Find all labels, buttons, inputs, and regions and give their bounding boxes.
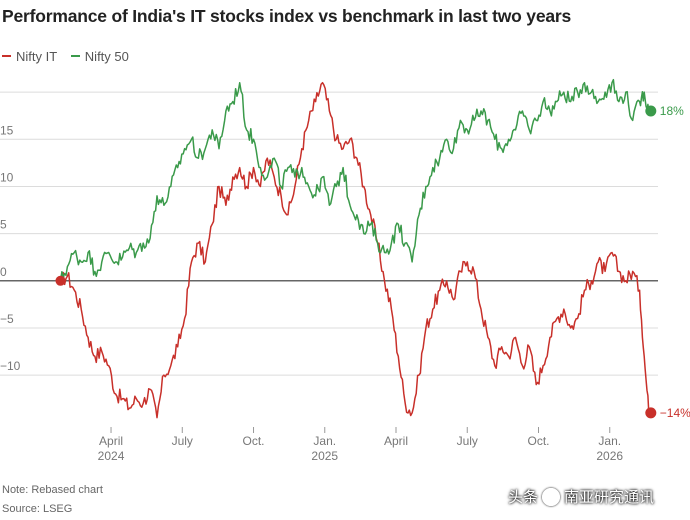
series-end-point [645, 407, 657, 419]
legend-label-nifty-it: Nifty IT [16, 48, 58, 64]
series-end-point [645, 105, 657, 117]
series-line-nifty-it [59, 81, 650, 419]
series-start-point [55, 275, 66, 286]
legend-entry-nifty-it: Nifty IT [2, 49, 57, 64]
series-line-nifty-50 [59, 78, 650, 281]
x-tick-year-label: 2025 [311, 449, 338, 463]
series-end-label: −14% [660, 406, 690, 420]
y-tick-label: 15 [0, 123, 14, 137]
x-tick-label: April [384, 434, 408, 448]
x-tick-label: Jan. [598, 434, 621, 448]
y-tick-label: −10 [0, 359, 21, 373]
watermark-logo-icon [542, 487, 561, 506]
series-end-label: 18% [660, 104, 684, 118]
source-note: Source: LSEG [2, 503, 73, 515]
x-tick-label: April [99, 434, 123, 448]
x-tick-year-label: 2024 [98, 449, 125, 463]
y-tick-label: −5 [0, 312, 14, 326]
chart-title: Performance of India's IT stocks index v… [2, 6, 572, 26]
y-tick-label: 5 [0, 218, 7, 232]
watermark: 头条 南亚研究通讯 [508, 486, 654, 507]
legend-swatch-nifty-50 [70, 55, 80, 57]
x-tick-label: Jan. [313, 434, 336, 448]
watermark-prefix: 头条 [508, 489, 539, 506]
x-tick-label: July [457, 434, 478, 448]
watermark-text: 南亚研究通讯 [564, 489, 655, 506]
x-tick-label: Oct. [243, 434, 265, 448]
legend-entry-nifty-50: Nifty 50 [70, 48, 129, 64]
y-tick-label: 10 [0, 170, 14, 184]
footnote: Note: Rebased chart [2, 484, 103, 496]
y-tick-label: 0 [0, 265, 7, 279]
x-tick-label: July [172, 434, 193, 448]
x-tick-year-label: 2026 [596, 449, 623, 463]
legend-label-nifty-50: Nifty 50 [84, 48, 129, 64]
legend: Nifty IT Nifty 50 [2, 45, 139, 64]
legend-swatch-nifty-it [2, 55, 11, 57]
x-tick-label: Oct. [527, 434, 549, 448]
